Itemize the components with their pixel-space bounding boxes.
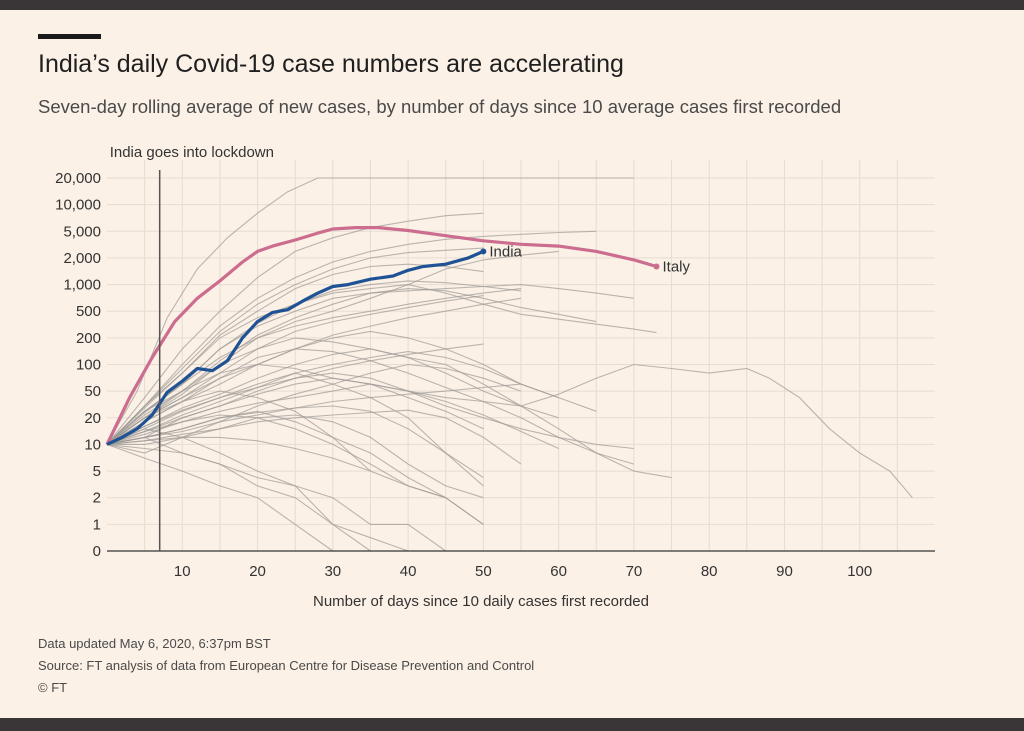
country-series-line bbox=[106, 443, 447, 552]
country-series-line bbox=[106, 212, 484, 445]
footer-credit: © FT bbox=[38, 680, 68, 695]
india-end-point bbox=[480, 248, 487, 255]
country-series-line bbox=[106, 436, 484, 525]
country-series-line bbox=[106, 263, 484, 445]
country-series-line bbox=[106, 247, 484, 445]
italy-series-line bbox=[105, 226, 657, 446]
country-series-line bbox=[106, 383, 559, 450]
country-series-line bbox=[106, 177, 634, 445]
country-series-line bbox=[106, 295, 484, 445]
y-tick-label: 100 bbox=[76, 357, 101, 374]
country-series-line bbox=[106, 280, 522, 445]
x-tick-label: 40 bbox=[400, 563, 417, 580]
country-series-line bbox=[106, 330, 597, 445]
x-tick-label: 70 bbox=[626, 563, 643, 580]
italy-end-point bbox=[653, 263, 660, 270]
italy-series-label: Italy bbox=[662, 259, 690, 276]
chart-title: India’s daily Covid-19 case numbers are … bbox=[38, 50, 624, 78]
y-tick-label: 5,000 bbox=[63, 223, 101, 240]
x-tick-label: 20 bbox=[249, 563, 266, 580]
country-series-line bbox=[106, 383, 522, 445]
x-tick-label: 10 bbox=[174, 563, 191, 580]
x-tick-label: 50 bbox=[475, 563, 492, 580]
x-tick-label: 80 bbox=[701, 563, 718, 580]
country-series-line bbox=[106, 363, 913, 499]
y-tick-label: 10 bbox=[84, 436, 101, 453]
country-series-line bbox=[106, 348, 559, 445]
lockdown-annotation: India goes into lockdown bbox=[110, 144, 274, 161]
footer-source: Source: FT analysis of data from Europea… bbox=[38, 658, 535, 673]
country-series-line bbox=[106, 297, 522, 445]
y-tick-label: 50 bbox=[84, 383, 101, 400]
y-tick-label: 2,000 bbox=[63, 250, 101, 267]
y-tick-label: 20 bbox=[84, 410, 101, 427]
country-series-line bbox=[107, 414, 484, 499]
india-series-label: India bbox=[489, 243, 522, 260]
country-series-line bbox=[106, 443, 334, 552]
y-tick-label: 5 bbox=[93, 463, 101, 480]
country-series-line bbox=[106, 250, 559, 445]
india-series-line bbox=[106, 249, 485, 446]
country-series-line bbox=[106, 428, 371, 552]
y-tick-label: 1 bbox=[93, 516, 101, 533]
chart-subtitle: Seven-day rolling average of new cases, … bbox=[38, 96, 842, 117]
other-countries-lines bbox=[106, 177, 913, 552]
highlighted-lines: Italy India bbox=[105, 226, 691, 446]
country-series-line bbox=[106, 284, 657, 445]
country-series-line bbox=[106, 230, 597, 445]
country-series-line bbox=[106, 343, 484, 445]
y-tick-label: 10,000 bbox=[55, 197, 101, 214]
x-tick-label: 100 bbox=[847, 563, 872, 580]
country-series-line bbox=[106, 414, 446, 499]
y-tick-label: 20,000 bbox=[55, 170, 101, 187]
x-tick-label: 30 bbox=[324, 563, 341, 580]
x-tick-label: 60 bbox=[550, 563, 567, 580]
country-series-line bbox=[106, 377, 484, 445]
y-tick-label: 1,000 bbox=[63, 277, 101, 294]
y-tick-label: 200 bbox=[76, 330, 101, 347]
x-axis-title: Number of days since 10 daily cases firs… bbox=[313, 593, 649, 610]
y-tick-label: 0 bbox=[93, 543, 101, 560]
y-tick-label: 2 bbox=[93, 490, 101, 507]
footer-updated: Data updated May 6, 2020, 6:37pm BST bbox=[38, 636, 271, 651]
x-tick-label: 90 bbox=[776, 563, 793, 580]
country-series-line bbox=[106, 405, 484, 479]
ft-header-rule bbox=[38, 34, 101, 39]
country-series-line bbox=[106, 409, 522, 465]
country-series-line bbox=[106, 288, 597, 445]
country-series-line bbox=[106, 363, 522, 454]
country-series-line bbox=[106, 351, 559, 445]
y-tick-label: 500 bbox=[76, 303, 101, 320]
axes: 0 1 2 5 10 20 50 100 200 500 1,000 2,000 5,000 10,000… bbox=[55, 144, 935, 610]
